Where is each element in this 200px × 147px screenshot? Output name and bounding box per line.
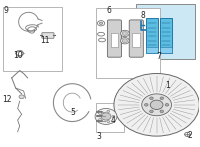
FancyBboxPatch shape (42, 33, 54, 38)
Text: 2: 2 (188, 131, 193, 140)
FancyBboxPatch shape (3, 6, 62, 71)
FancyBboxPatch shape (146, 47, 158, 53)
Circle shape (114, 74, 199, 136)
FancyBboxPatch shape (111, 33, 118, 47)
Circle shape (112, 115, 115, 117)
Circle shape (122, 32, 127, 35)
Circle shape (120, 30, 129, 37)
FancyBboxPatch shape (107, 20, 121, 57)
Circle shape (145, 103, 148, 106)
Circle shape (107, 110, 110, 112)
Circle shape (99, 112, 101, 114)
FancyBboxPatch shape (96, 103, 124, 132)
FancyBboxPatch shape (129, 20, 143, 57)
FancyBboxPatch shape (96, 8, 160, 78)
Text: 10: 10 (13, 51, 22, 60)
Circle shape (160, 97, 164, 100)
Circle shape (150, 97, 153, 100)
FancyBboxPatch shape (160, 19, 172, 53)
Circle shape (99, 119, 101, 121)
FancyBboxPatch shape (132, 33, 140, 47)
Circle shape (120, 37, 129, 44)
Text: 8: 8 (140, 11, 145, 20)
Circle shape (19, 95, 24, 99)
Circle shape (95, 108, 117, 125)
Circle shape (101, 113, 111, 120)
Circle shape (107, 121, 110, 123)
Text: 11: 11 (40, 36, 49, 45)
Circle shape (122, 39, 127, 43)
Text: 1: 1 (165, 81, 170, 90)
Text: 5: 5 (71, 108, 76, 117)
Text: 7: 7 (156, 52, 161, 61)
Circle shape (165, 103, 169, 106)
Circle shape (150, 110, 153, 113)
Circle shape (160, 110, 164, 113)
Text: 4: 4 (111, 116, 115, 125)
Text: 3: 3 (97, 132, 101, 141)
Text: 6: 6 (107, 6, 111, 15)
FancyBboxPatch shape (160, 47, 172, 53)
Text: 9: 9 (3, 6, 8, 15)
Circle shape (99, 22, 103, 24)
FancyBboxPatch shape (136, 4, 195, 59)
FancyBboxPatch shape (146, 19, 158, 53)
Circle shape (150, 100, 163, 110)
Text: 12: 12 (2, 95, 11, 104)
Circle shape (142, 94, 172, 116)
